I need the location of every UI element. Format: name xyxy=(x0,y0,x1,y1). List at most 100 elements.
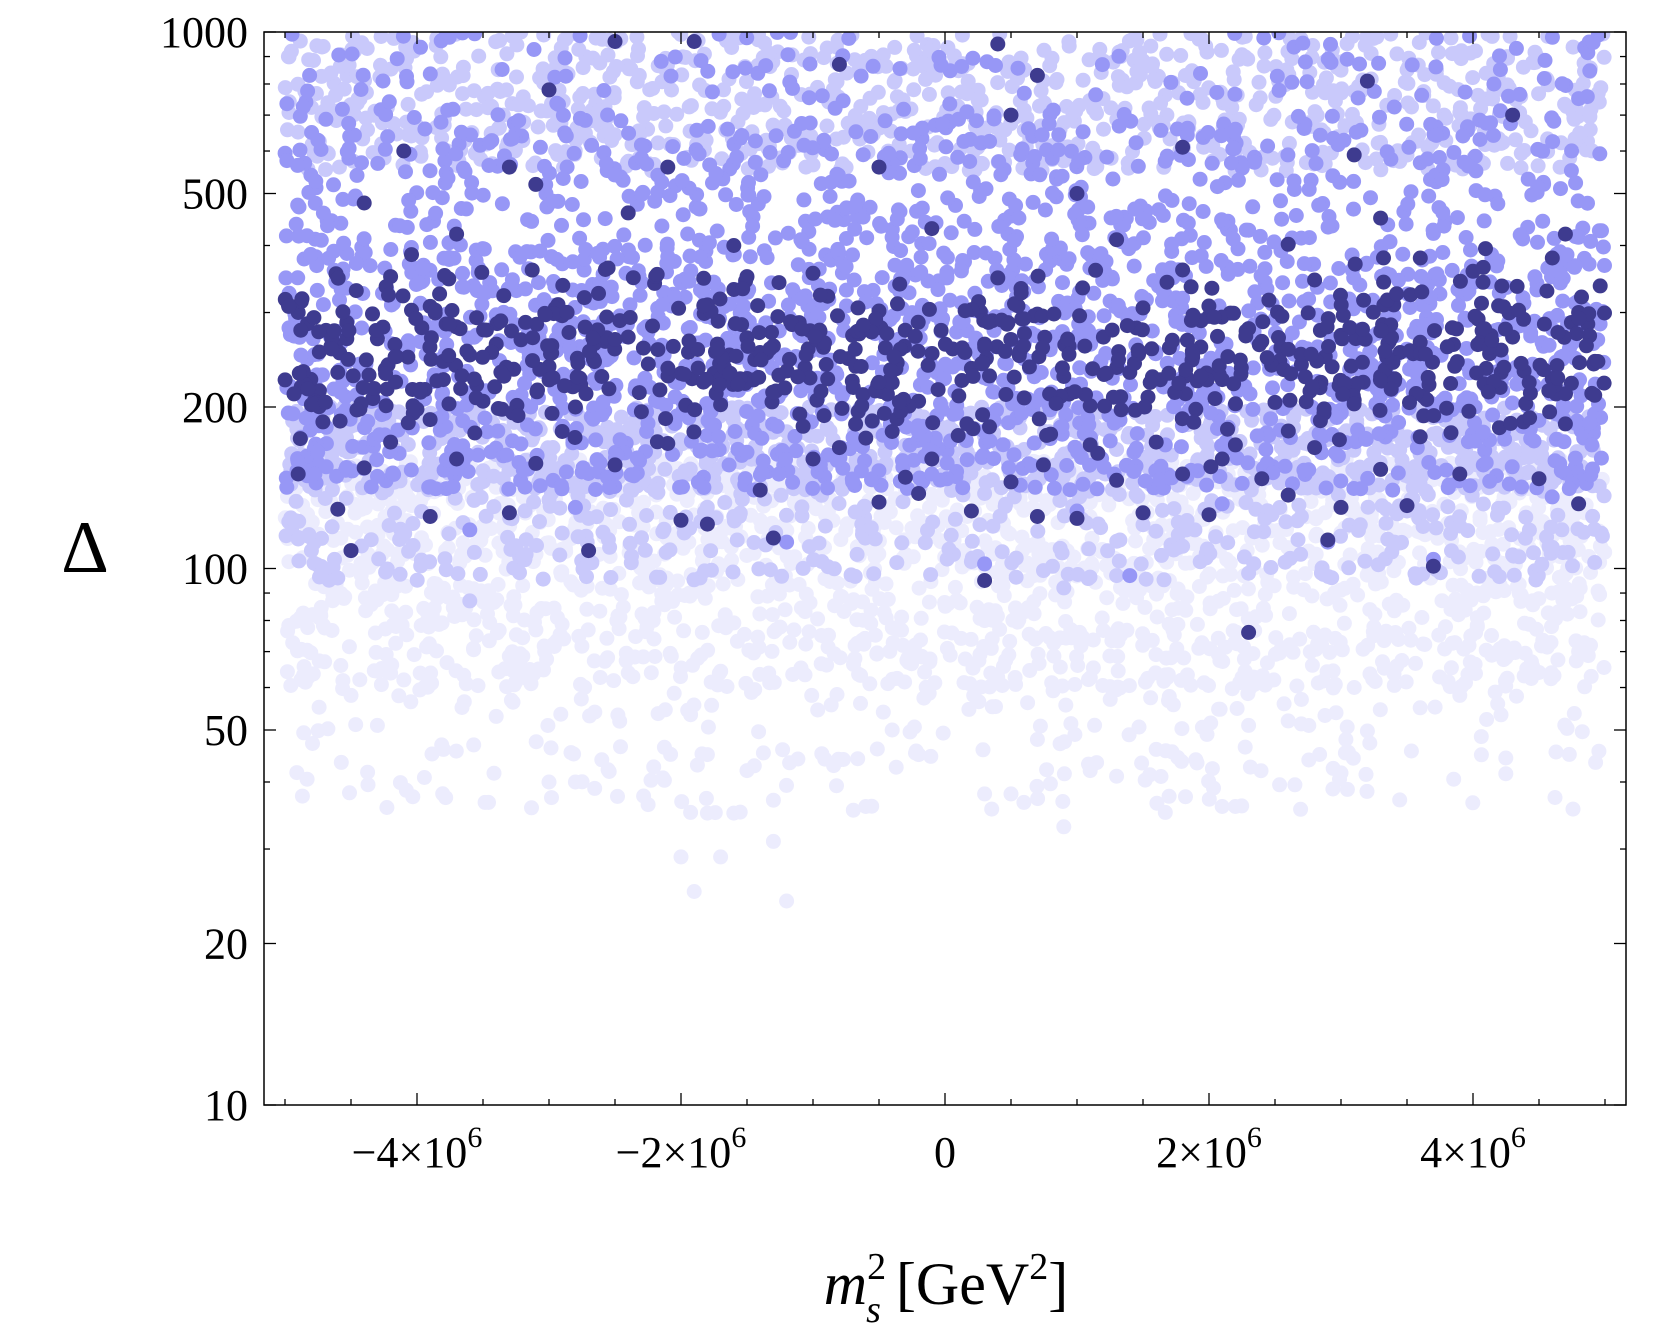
data-point xyxy=(878,610,894,626)
data-point xyxy=(1238,495,1254,510)
data-point xyxy=(398,578,414,594)
data-point xyxy=(934,402,950,418)
data-point xyxy=(1055,794,1071,809)
data-point xyxy=(1480,32,1496,42)
data-point xyxy=(632,575,648,591)
data-point xyxy=(637,542,653,558)
data-point xyxy=(1022,663,1038,678)
data-point xyxy=(1470,87,1486,103)
data-point xyxy=(1509,688,1524,704)
data-point xyxy=(360,764,376,780)
data-point xyxy=(1473,747,1489,763)
data-point xyxy=(1057,734,1072,750)
data-point xyxy=(922,499,937,515)
data-point xyxy=(623,555,639,571)
data-point xyxy=(1314,637,1330,653)
data-point xyxy=(953,630,969,646)
data-point xyxy=(1138,674,1153,690)
data-point xyxy=(1362,735,1378,751)
data-point xyxy=(300,669,316,685)
data-point xyxy=(333,530,349,546)
data-point xyxy=(1385,482,1401,498)
data-point xyxy=(1049,72,1065,87)
data-point xyxy=(752,606,768,622)
data-point xyxy=(1094,610,1110,626)
data-point xyxy=(466,612,482,628)
data-point xyxy=(1565,558,1580,574)
data-point xyxy=(1242,386,1258,402)
data-point xyxy=(481,583,497,599)
data-point xyxy=(894,609,910,625)
data-point xyxy=(1258,442,1274,457)
data-point xyxy=(1581,256,1597,272)
data-point xyxy=(342,562,357,578)
data-point xyxy=(1030,523,1046,539)
data-point xyxy=(541,774,557,790)
data-point xyxy=(512,565,527,581)
data-point xyxy=(1378,501,1394,517)
data-point xyxy=(1548,744,1564,760)
data-point xyxy=(1073,638,1089,654)
data-point xyxy=(1017,604,1032,620)
data-point xyxy=(1215,654,1231,669)
data-point xyxy=(360,777,376,793)
data-point xyxy=(1223,566,1239,582)
data-point xyxy=(1128,533,1143,549)
data-point xyxy=(1499,670,1515,686)
data-point xyxy=(921,86,937,102)
data-point xyxy=(592,55,608,71)
data-point xyxy=(1110,679,1126,695)
data-point xyxy=(369,452,385,468)
data-point xyxy=(980,539,996,555)
data-point xyxy=(1588,754,1604,770)
data-point xyxy=(330,570,346,586)
data-point xyxy=(1129,426,1145,442)
data-point xyxy=(486,468,502,484)
data-point xyxy=(869,741,885,757)
data-point xyxy=(1156,572,1172,588)
data-point xyxy=(1265,380,1280,396)
data-point xyxy=(640,797,656,813)
data-point xyxy=(1007,670,1023,685)
data-point xyxy=(1166,399,1182,415)
data-point xyxy=(765,607,780,623)
data-point xyxy=(359,41,375,56)
data-point xyxy=(445,479,461,495)
data-point xyxy=(1309,509,1325,525)
data-point xyxy=(1263,560,1279,575)
data-point xyxy=(790,751,806,767)
data-point xyxy=(1465,795,1481,811)
data-point xyxy=(468,628,484,644)
data-point xyxy=(517,479,533,495)
data-point xyxy=(935,725,951,741)
data-point xyxy=(831,496,847,511)
data-point xyxy=(988,699,1003,715)
data-point xyxy=(1212,701,1228,717)
data-point xyxy=(592,670,608,685)
data-point xyxy=(581,510,597,526)
data-point xyxy=(795,560,811,576)
data-point xyxy=(844,596,860,611)
data-point xyxy=(602,69,618,85)
data-point xyxy=(417,615,433,631)
data-point xyxy=(348,717,364,733)
data-point xyxy=(1220,535,1236,551)
data-point xyxy=(1063,716,1079,732)
data-point xyxy=(526,494,542,510)
data-point xyxy=(384,577,400,593)
data-point xyxy=(1367,674,1383,689)
data-point xyxy=(1137,473,1153,489)
data-point xyxy=(699,747,715,763)
data-point xyxy=(977,486,993,501)
data-point xyxy=(822,574,838,589)
data-point xyxy=(1195,94,1211,110)
data-point xyxy=(1327,585,1343,601)
data-point xyxy=(587,780,603,796)
data-point xyxy=(1242,759,1258,775)
data-point xyxy=(1169,586,1185,602)
data-point xyxy=(1443,660,1459,676)
data-point xyxy=(652,569,668,585)
data-point xyxy=(1232,675,1248,691)
data-point xyxy=(1517,615,1532,631)
data-point xyxy=(699,805,715,821)
